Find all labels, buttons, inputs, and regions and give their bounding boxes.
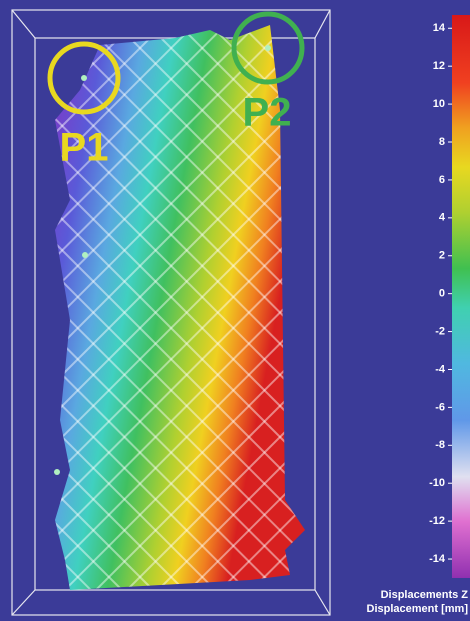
colorbar-unit: Displacement [mm] <box>367 603 469 615</box>
colorbar-tick-label: 14 <box>433 22 446 34</box>
colorbar-tick-label: -12 <box>429 515 445 527</box>
colorbar-tick-label: -8 <box>435 439 445 451</box>
colorbar-tick-label: 12 <box>433 60 445 72</box>
probe-dot <box>81 75 87 81</box>
p1-label: P1 <box>60 126 109 170</box>
colorbar-tick-label: -2 <box>435 325 445 337</box>
colorbar-tick-label: 4 <box>439 212 446 224</box>
colorbar <box>452 15 470 578</box>
p2-label: P2 <box>243 91 292 135</box>
colorbar-tick-label: -6 <box>435 401 445 413</box>
colorbar-tick-label: -4 <box>435 363 446 375</box>
colorbar-tick-label: -14 <box>429 553 446 565</box>
colorbar-tick-label: -10 <box>429 477 445 489</box>
probe-dot <box>54 469 60 475</box>
probe-dot <box>265 45 271 51</box>
colorbar-tick-label: 8 <box>439 136 445 148</box>
colorbar-tick-label: 0 <box>439 288 445 300</box>
colorbar-title: Displacements Z <box>381 589 469 601</box>
colorbar-tick-label: 10 <box>433 98 445 110</box>
probe-dot <box>82 252 88 258</box>
colorbar-tick-label: 2 <box>439 250 445 262</box>
colorbar-tick-label: 6 <box>439 174 445 186</box>
viewport: P1 P2 Displacements Z Displacement [mm] … <box>0 0 470 621</box>
